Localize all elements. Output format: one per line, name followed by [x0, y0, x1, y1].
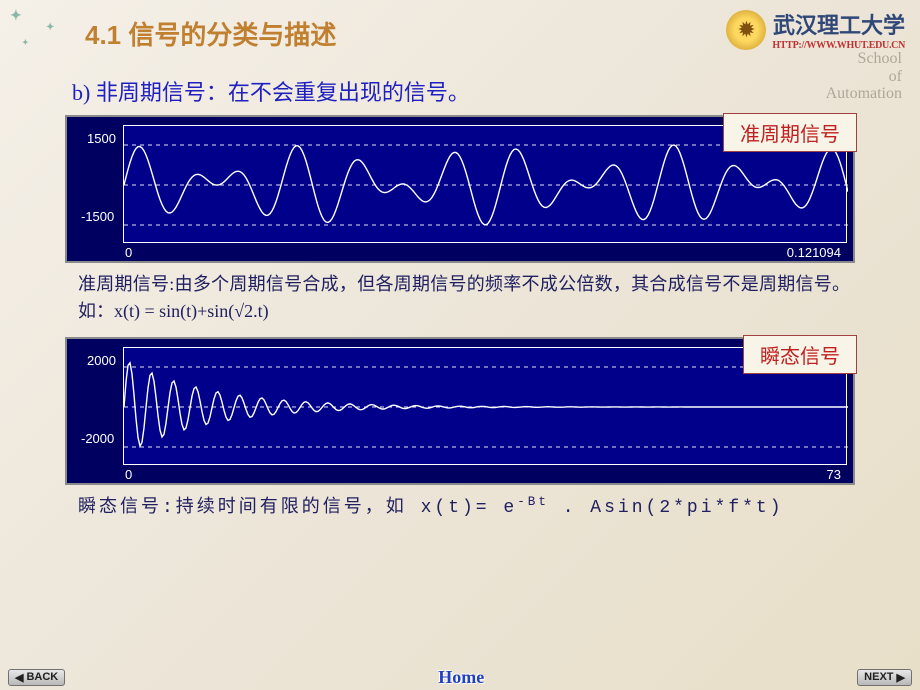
chart2-svg [124, 348, 848, 466]
chart2-xlabel-right: 73 [827, 467, 841, 482]
back-label: BACK [26, 671, 58, 683]
back-button[interactable]: ◀ BACK [8, 669, 65, 686]
chart1-ylabel-top: 1500 [87, 131, 116, 146]
nav-bar: ◀ BACK Home NEXT ▶ [0, 664, 920, 690]
university-name: 武汉理工大学 [773, 13, 905, 38]
para2-suffix: . Asin(2*pi*f*t) [549, 498, 784, 518]
chart2-plot-area [123, 347, 847, 465]
paragraph-transient: 瞬态信号:持续时间有限的信号，如 x(t)= e-Bt . Asin(2*pi*… [0, 485, 920, 528]
school-watermark: School of Automation [826, 50, 902, 103]
chart2-frame: 2000 -2000 0 73 [65, 337, 855, 485]
home-button[interactable]: Home [438, 667, 484, 688]
logo-area: ✹ 武汉理工大学 HTTP://WWW.WHUT.EDU.CN [726, 8, 905, 51]
arrow-left-icon: ◀ [15, 671, 23, 684]
arrow-right-icon: ▶ [897, 671, 905, 684]
paragraph-quasi-periodic: 准周期信号:由多个周期信号合成，但各周期信号的频率不成公倍数，其合成信号不是周期… [0, 263, 920, 331]
chart1-ylabel-bot: -1500 [81, 209, 114, 224]
chart1-container: 1500 -1500 0 0.121094 准周期信号 [65, 115, 855, 263]
chart1-xlabel-right: 0.121094 [787, 245, 841, 260]
chart1-xlabel-left: 0 [125, 245, 132, 260]
university-logo-icon: ✹ [726, 10, 766, 50]
para1-text: 准周期信号:由多个周期信号合成，但各周期信号的频率不成公倍数，其合成信号不是周期… [78, 274, 850, 321]
home-label: Home [438, 667, 484, 687]
section-subheader: b) 非周期信号：在不会重复出现的信号。 [0, 57, 920, 115]
next-label: NEXT [864, 671, 893, 683]
chart2-container: 2000 -2000 0 73 瞬态信号 [65, 337, 855, 485]
chart2-ylabel-bot: -2000 [81, 431, 114, 446]
chart1-label: 准周期信号 [723, 113, 857, 152]
chart2-ylabel-top: 2000 [87, 353, 116, 368]
para2-prefix: 瞬态信号:持续时间有限的信号，如 x(t)= e [78, 498, 517, 518]
chart2-xlabel-left: 0 [125, 467, 132, 482]
chart2-waveform [124, 363, 848, 446]
slide-header: 4.1 信号的分类与描述 ✹ 武汉理工大学 HTTP://WWW.WHUT.ED… [0, 0, 920, 57]
next-button[interactable]: NEXT ▶ [857, 669, 912, 686]
para2-sup: -Bt [517, 495, 549, 509]
chart2-label: 瞬态信号 [743, 335, 857, 374]
